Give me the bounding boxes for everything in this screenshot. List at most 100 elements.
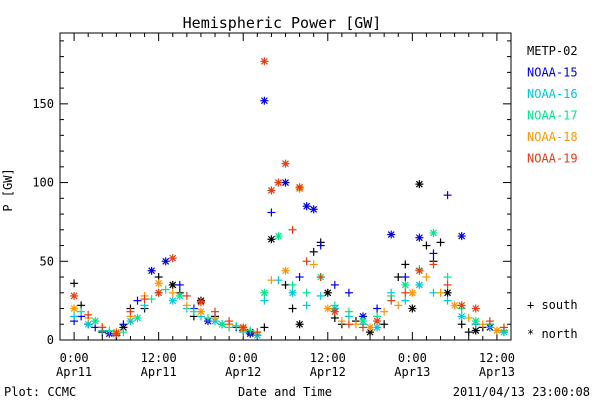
- data-point: [443, 280, 452, 289]
- data-point: [161, 257, 170, 266]
- data-point: [457, 301, 466, 310]
- data-point: [415, 233, 424, 242]
- x-tick-label-time: 12:00: [310, 351, 346, 365]
- data-point: [436, 288, 445, 297]
- data-point: [98, 323, 107, 332]
- data-point: [182, 291, 191, 300]
- y-axis-label: P [GW]: [1, 168, 15, 211]
- data-point: [429, 260, 438, 269]
- data-point: [196, 307, 205, 316]
- data-point: [457, 312, 466, 321]
- x-tick-label-time: 12:00: [141, 351, 177, 365]
- data-point: [443, 273, 452, 282]
- data-point: [408, 304, 417, 313]
- data-point: [415, 180, 424, 189]
- data-point: [302, 257, 311, 266]
- data-point: [457, 320, 466, 329]
- data-point: [196, 298, 205, 307]
- data-point: [401, 273, 410, 282]
- data-point: [281, 178, 290, 187]
- data-point: [295, 320, 304, 329]
- data-point: [443, 288, 452, 297]
- data-point: [337, 317, 346, 326]
- data-point: [274, 276, 283, 285]
- data-point: [281, 159, 290, 168]
- data-point: [436, 238, 445, 247]
- data-point: [401, 288, 410, 297]
- data-point: [373, 317, 382, 326]
- data-point: [147, 266, 156, 275]
- x-axis-label: Date and Time: [238, 385, 332, 399]
- data-point: [182, 301, 191, 310]
- data-point: [330, 280, 339, 289]
- data-point: [380, 307, 389, 316]
- data-point: [253, 328, 262, 337]
- data-point: [189, 307, 198, 316]
- data-point: [288, 280, 297, 289]
- x-tick-label-date: Apr11: [141, 365, 177, 379]
- data-point: [267, 186, 276, 195]
- x-tick-label-date: Apr13: [394, 365, 430, 379]
- y-tick-label: 50: [40, 254, 54, 268]
- data-point: [415, 266, 424, 275]
- data-point: [70, 291, 79, 300]
- data-point: [119, 328, 128, 337]
- data-point: [373, 304, 382, 313]
- data-point: [344, 320, 353, 329]
- y-tick-label: 0: [47, 333, 54, 347]
- data-point: [168, 296, 177, 305]
- data-point: [246, 326, 255, 335]
- legend-entry: METP-02: [527, 44, 578, 58]
- marker-legend-entry: + south: [527, 298, 578, 312]
- data-point: [464, 328, 473, 337]
- plot-timestamp: 2011/04/13 23:00:08: [453, 385, 590, 399]
- data-point: [267, 235, 276, 244]
- data-point: [260, 288, 269, 297]
- data-point: [133, 313, 142, 322]
- data-point: [70, 279, 79, 288]
- data-point: [288, 288, 297, 297]
- data-point: [401, 260, 410, 269]
- data-point: [387, 230, 396, 239]
- data-point: [323, 288, 332, 297]
- data-point: [387, 296, 396, 305]
- x-tick-label-time: 0:00: [60, 351, 89, 365]
- data-point: [274, 232, 283, 241]
- data-point: [330, 307, 339, 316]
- legend-entry: NOAA-19: [527, 152, 578, 166]
- data-point: [309, 247, 318, 256]
- y-tick-label: 100: [32, 176, 54, 190]
- data-point: [344, 307, 353, 316]
- y-axis: 0 50 100 150: [32, 40, 511, 347]
- data-point: [366, 323, 375, 332]
- data-point: [408, 288, 417, 297]
- data-point: [126, 307, 135, 316]
- data-point: [288, 304, 297, 313]
- data-point: [344, 288, 353, 297]
- data-point: [70, 312, 79, 321]
- data-point: [154, 279, 163, 288]
- data-point: [429, 288, 438, 297]
- data-point: [302, 301, 311, 310]
- data-point: [203, 313, 212, 322]
- data-point: [422, 241, 431, 250]
- data-point: [394, 301, 403, 310]
- data-point: [77, 307, 86, 316]
- data-point: [492, 326, 501, 335]
- legend-entry: NOAA-17: [527, 109, 578, 123]
- data-point: [443, 191, 452, 200]
- data-point: [295, 183, 304, 192]
- data-point: [450, 301, 459, 310]
- data-point: [119, 320, 128, 329]
- data-point: [91, 317, 100, 326]
- data-point: [274, 178, 283, 187]
- data-point: [401, 296, 410, 305]
- data-point: [239, 323, 248, 332]
- data-point: [309, 260, 318, 269]
- data-point: [260, 96, 269, 105]
- marker-legend: + south * north: [527, 298, 578, 341]
- data-point: [133, 296, 142, 305]
- legend-entry: NOAA-18: [527, 130, 578, 144]
- data-point: [309, 205, 318, 214]
- legend: METP-02 NOAA-15 NOAA-16 NOAA-17 NOAA-18 NOAA-…: [527, 44, 578, 166]
